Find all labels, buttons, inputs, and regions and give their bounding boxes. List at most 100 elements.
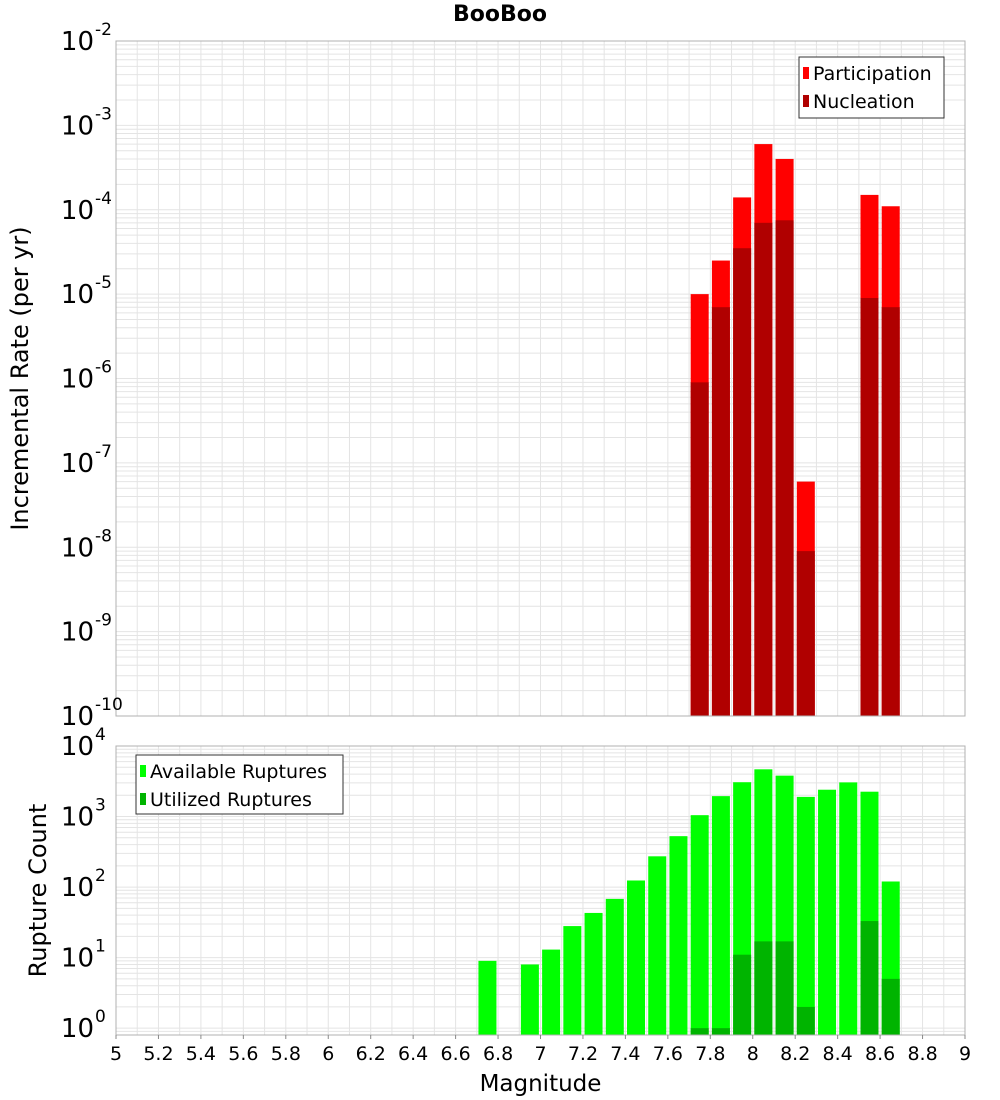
y-tick-label: 10 — [61, 280, 94, 310]
utilized-bar — [733, 954, 752, 1035]
utilized-bar — [690, 1028, 709, 1035]
x-tick-label: 5.6 — [228, 1043, 258, 1065]
y-tick-exponent: 0 — [95, 1007, 106, 1027]
y-tick-label: 10 — [61, 27, 94, 57]
x-tick-label: 7.6 — [653, 1043, 683, 1065]
nucleation-bar — [881, 307, 900, 716]
y-tick-label: 10 — [61, 944, 94, 974]
plot-frame — [115, 40, 966, 717]
nucleation-bar — [690, 382, 709, 716]
y-tick-exponent: -8 — [95, 526, 112, 546]
x-tick-label: 9 — [959, 1043, 971, 1065]
available-bar — [690, 815, 709, 1035]
nucleation-bar — [754, 222, 773, 716]
x-tick-label: 7 — [534, 1043, 546, 1065]
available-bar — [605, 898, 624, 1035]
x-tick-label: 6.8 — [483, 1043, 513, 1065]
available-bar — [796, 796, 815, 1035]
available-bar — [818, 789, 837, 1035]
y-tick-label: 10 — [61, 803, 94, 833]
x-tick-label: 8.6 — [865, 1043, 895, 1065]
legend-swatch — [140, 793, 146, 805]
chart-title: BooBoo — [453, 2, 547, 27]
x-tick-label: 5.2 — [143, 1043, 173, 1065]
y-tick-exponent: -9 — [95, 611, 112, 631]
legend: Participation Nucleation — [798, 56, 945, 119]
utilized-bar — [775, 941, 794, 1035]
utilized-bar — [754, 941, 773, 1035]
y-tick-exponent: -6 — [95, 358, 112, 378]
y-tick-exponent: -7 — [95, 442, 112, 462]
x-tick-label: 6 — [322, 1043, 334, 1065]
y-tick-label: 10 — [61, 365, 94, 395]
legend: Available Ruptures Utilized Ruptures — [135, 754, 344, 815]
nucleation-bar — [711, 307, 730, 716]
available-bar — [627, 880, 646, 1035]
legend-swatch — [803, 67, 809, 79]
legend-entry: Available Ruptures — [150, 761, 327, 783]
y-tick-label: 10 — [61, 533, 94, 563]
available-bar — [669, 836, 688, 1035]
x-tick-label: 8.2 — [780, 1043, 810, 1065]
x-axis-label: Magnitude — [480, 1071, 602, 1097]
bars — [478, 769, 900, 1035]
y-axis-label: Rupture Count — [24, 804, 52, 978]
y-tick-label: 10 — [61, 618, 94, 648]
nucleation-bar — [775, 220, 794, 717]
y-tick-label: 10 — [61, 1014, 94, 1044]
y-tick-label: 10 — [61, 702, 94, 732]
y-tick-exponent: -5 — [95, 273, 112, 293]
y-tick-exponent: -4 — [95, 189, 112, 209]
x-tick-label: 5.8 — [271, 1043, 301, 1065]
nucleation-bar — [733, 248, 752, 717]
y-axis-label: Incremental Rate (per yr) — [6, 226, 34, 530]
legend-box — [798, 56, 945, 119]
y-tick-label: 10 — [61, 449, 94, 479]
y-tick-label: 10 — [61, 732, 94, 762]
x-tick-label: 6.4 — [398, 1043, 428, 1065]
utilized-bar — [711, 1028, 730, 1035]
y-tick-exponent: -2 — [95, 20, 112, 40]
y-tick-exponent: 4 — [95, 725, 106, 745]
x-tick-label: 7.2 — [568, 1043, 598, 1065]
y-tick-exponent: -3 — [95, 104, 112, 124]
grid — [115, 40, 966, 717]
legend-box — [135, 754, 344, 815]
y-tick-label: 10 — [61, 873, 94, 903]
y-tick-label: 10 — [61, 196, 94, 226]
available-bar — [648, 856, 667, 1035]
x-tick-label: 5 — [110, 1043, 122, 1065]
x-tick-label: 7.4 — [610, 1043, 640, 1065]
legend-swatch — [803, 95, 809, 107]
legend-swatch — [140, 765, 146, 777]
legend-entry: Utilized Ruptures — [150, 789, 312, 811]
y-tick-exponent: 3 — [95, 796, 106, 816]
x-tick-labels: 5 5.2 5.4 5.6 5.8 6 6.2 6.4 6.6 6.8 7 7.2 7.4 7.6 7.8 8… — [110, 1035, 971, 1065]
y-tick-exponent: 2 — [95, 866, 106, 886]
available-bar — [542, 949, 561, 1035]
legend-entry: Participation — [813, 63, 932, 85]
x-tick-label: 8 — [747, 1043, 759, 1065]
available-bar — [711, 796, 730, 1035]
x-tick-label: 5.4 — [186, 1043, 216, 1065]
nucleation-bar — [796, 551, 815, 716]
x-tick-label: 7.8 — [695, 1043, 725, 1065]
y-tick-label: 10 — [61, 111, 94, 141]
available-bar — [563, 926, 582, 1035]
y-tick-exponent: -10 — [95, 695, 123, 715]
available-bar — [839, 782, 858, 1035]
available-bar — [584, 912, 603, 1035]
x-tick-label: 6.6 — [440, 1043, 470, 1065]
y-tick-exponent: 1 — [95, 937, 106, 957]
available-bar — [478, 960, 497, 1035]
bars — [690, 144, 900, 717]
utilized-bar — [860, 921, 879, 1035]
x-tick-label: 6.2 — [356, 1043, 386, 1065]
legend-entry: Nucleation — [813, 91, 915, 113]
utilized-bar — [796, 1006, 815, 1035]
